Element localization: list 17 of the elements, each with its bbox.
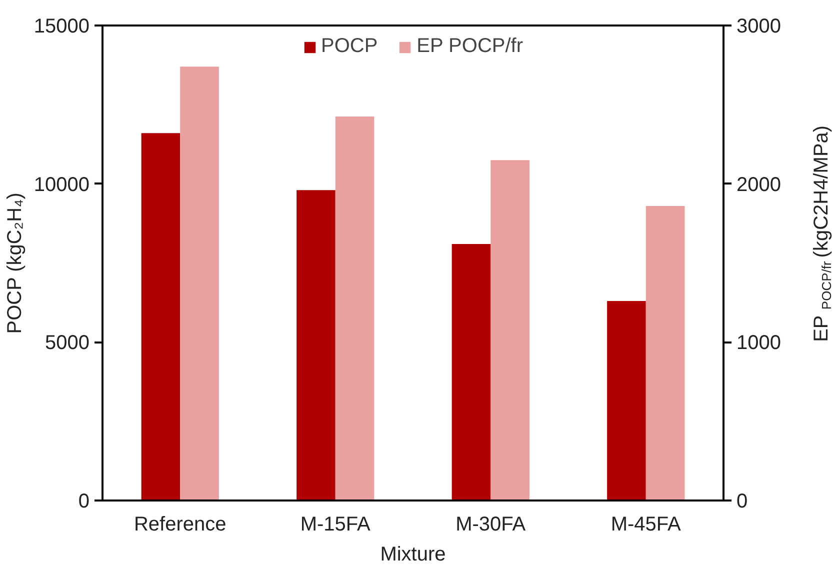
- y-tick-label: 0: [78, 490, 90, 512]
- y-tick-label: 10000: [34, 174, 90, 196]
- y2-tick-label: 0: [736, 490, 748, 512]
- y-axis-title: POCP (kgC₂H₄): [4, 192, 26, 334]
- x-tick-label: Reference: [134, 514, 226, 536]
- y-tick-label: 15000: [34, 16, 90, 38]
- y2-tick-label: 1000: [736, 332, 781, 354]
- y2-tick-label: 3000: [736, 16, 781, 38]
- legend-label: POCP: [320, 35, 378, 58]
- x-axis-title: Mixture: [380, 544, 446, 566]
- legend-label: EP POCP/fr: [416, 35, 524, 58]
- y2-tick-label: 2000: [736, 174, 781, 196]
- x-tick-label: M-30FA: [456, 514, 526, 536]
- y-tick-label: 5000: [45, 332, 90, 354]
- y2-axis-title: EP POCP/fr (kgC2H4/MPa): [810, 125, 833, 342]
- x-tick-label: M-45FA: [610, 514, 682, 536]
- x-tick-label: M-15FA: [300, 514, 372, 536]
